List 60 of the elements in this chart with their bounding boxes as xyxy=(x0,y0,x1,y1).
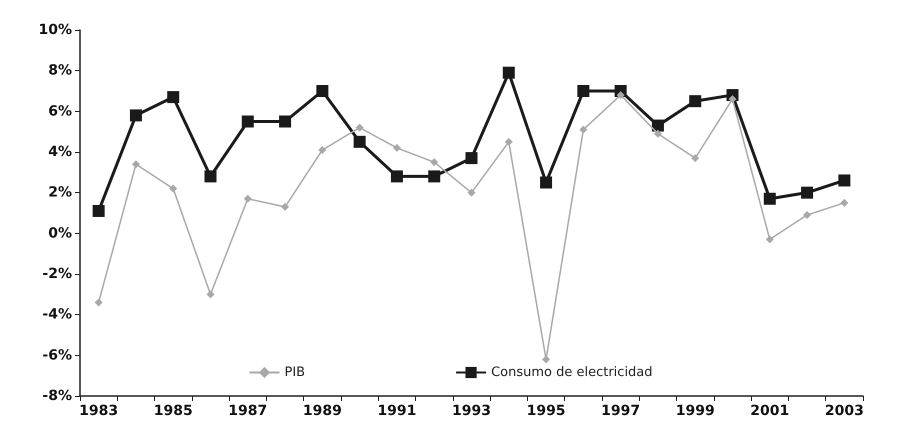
x-tick-label: 1991 xyxy=(377,403,416,419)
y-tick-label: 8% xyxy=(48,62,72,79)
point xyxy=(206,290,214,298)
x-tick-label: 1993 xyxy=(452,403,491,419)
point xyxy=(504,138,513,146)
point xyxy=(94,298,103,306)
legend-label: Consumo de electricidad xyxy=(491,365,653,380)
point xyxy=(766,235,774,244)
x-tick-label: 2001 xyxy=(750,403,790,419)
y-tick-label: 4% xyxy=(48,144,72,160)
point xyxy=(392,144,401,152)
point xyxy=(242,116,254,128)
point xyxy=(577,85,590,97)
x-tick-label: 1989 xyxy=(302,403,342,419)
point xyxy=(764,192,776,205)
point xyxy=(92,204,105,217)
point xyxy=(430,158,438,166)
y-tick-label: 6% xyxy=(48,103,72,120)
point xyxy=(204,170,216,182)
legend-label: PIB xyxy=(284,365,306,380)
point xyxy=(318,146,326,154)
point xyxy=(428,170,440,182)
y-tick-label: -2% xyxy=(42,266,72,282)
y-tick-label: 10% xyxy=(38,22,72,38)
point xyxy=(838,174,850,186)
point xyxy=(801,186,814,199)
x-tick-label: 1995 xyxy=(526,403,566,419)
point xyxy=(803,211,812,220)
x-tick-label: 1999 xyxy=(676,403,715,419)
y-tick-label: -4% xyxy=(42,306,72,323)
point xyxy=(167,91,180,104)
x-tick-label: 1987 xyxy=(228,403,268,419)
point xyxy=(840,198,848,207)
point xyxy=(540,176,552,188)
y-tick-label: -6% xyxy=(42,347,72,364)
point xyxy=(132,160,140,168)
x-tick-label: 1983 xyxy=(79,403,118,419)
point xyxy=(281,202,290,211)
x-tick-label: 1997 xyxy=(601,403,640,419)
point xyxy=(356,124,364,132)
point xyxy=(130,109,142,122)
point xyxy=(689,95,702,108)
y-tick-label: 2% xyxy=(48,184,72,201)
point xyxy=(502,66,515,79)
y-tick-label: 0% xyxy=(48,225,72,242)
point xyxy=(466,152,478,164)
x-tick-label: 2003 xyxy=(824,403,864,419)
point xyxy=(691,154,700,162)
point xyxy=(468,188,476,197)
point xyxy=(316,85,328,97)
point xyxy=(169,184,178,193)
point xyxy=(390,170,403,182)
y-tick-label: -8% xyxy=(42,388,72,404)
point xyxy=(279,116,292,128)
point xyxy=(652,120,664,132)
x-tick-label: 1985 xyxy=(154,403,193,419)
point xyxy=(244,194,252,203)
point xyxy=(354,136,366,148)
point xyxy=(654,130,662,138)
point xyxy=(579,126,588,134)
